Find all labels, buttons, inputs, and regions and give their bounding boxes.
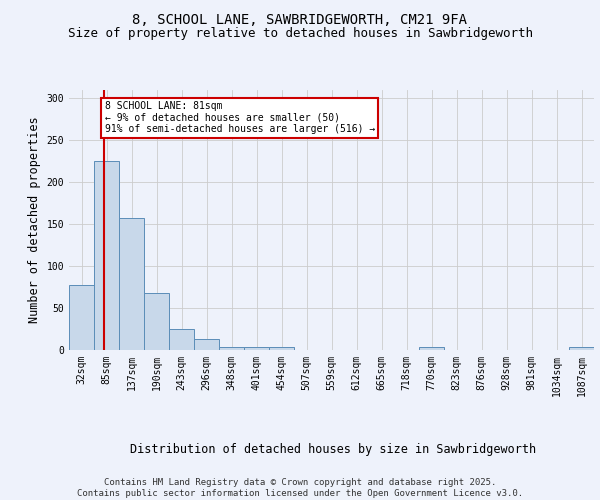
Y-axis label: Number of detached properties: Number of detached properties — [28, 116, 41, 324]
Bar — [219, 346, 244, 350]
Text: 8, SCHOOL LANE, SAWBRIDGEWORTH, CM21 9FA: 8, SCHOOL LANE, SAWBRIDGEWORTH, CM21 9FA — [133, 12, 467, 26]
Bar — [169, 329, 194, 350]
Text: 8 SCHOOL LANE: 81sqm
← 9% of detached houses are smaller (50)
91% of semi-detach: 8 SCHOOL LANE: 81sqm ← 9% of detached ho… — [105, 101, 375, 134]
Bar — [569, 348, 594, 350]
Text: Size of property relative to detached houses in Sawbridgeworth: Size of property relative to detached ho… — [67, 28, 533, 40]
Bar — [69, 286, 94, 350]
Bar — [269, 346, 294, 350]
Bar — [244, 346, 269, 350]
Text: Contains HM Land Registry data © Crown copyright and database right 2025.
Contai: Contains HM Land Registry data © Crown c… — [77, 478, 523, 498]
Bar — [419, 348, 444, 350]
Bar — [119, 218, 144, 350]
Bar — [144, 293, 169, 350]
Bar — [94, 162, 119, 350]
Text: Distribution of detached houses by size in Sawbridgeworth: Distribution of detached houses by size … — [130, 442, 536, 456]
Bar — [194, 339, 219, 350]
